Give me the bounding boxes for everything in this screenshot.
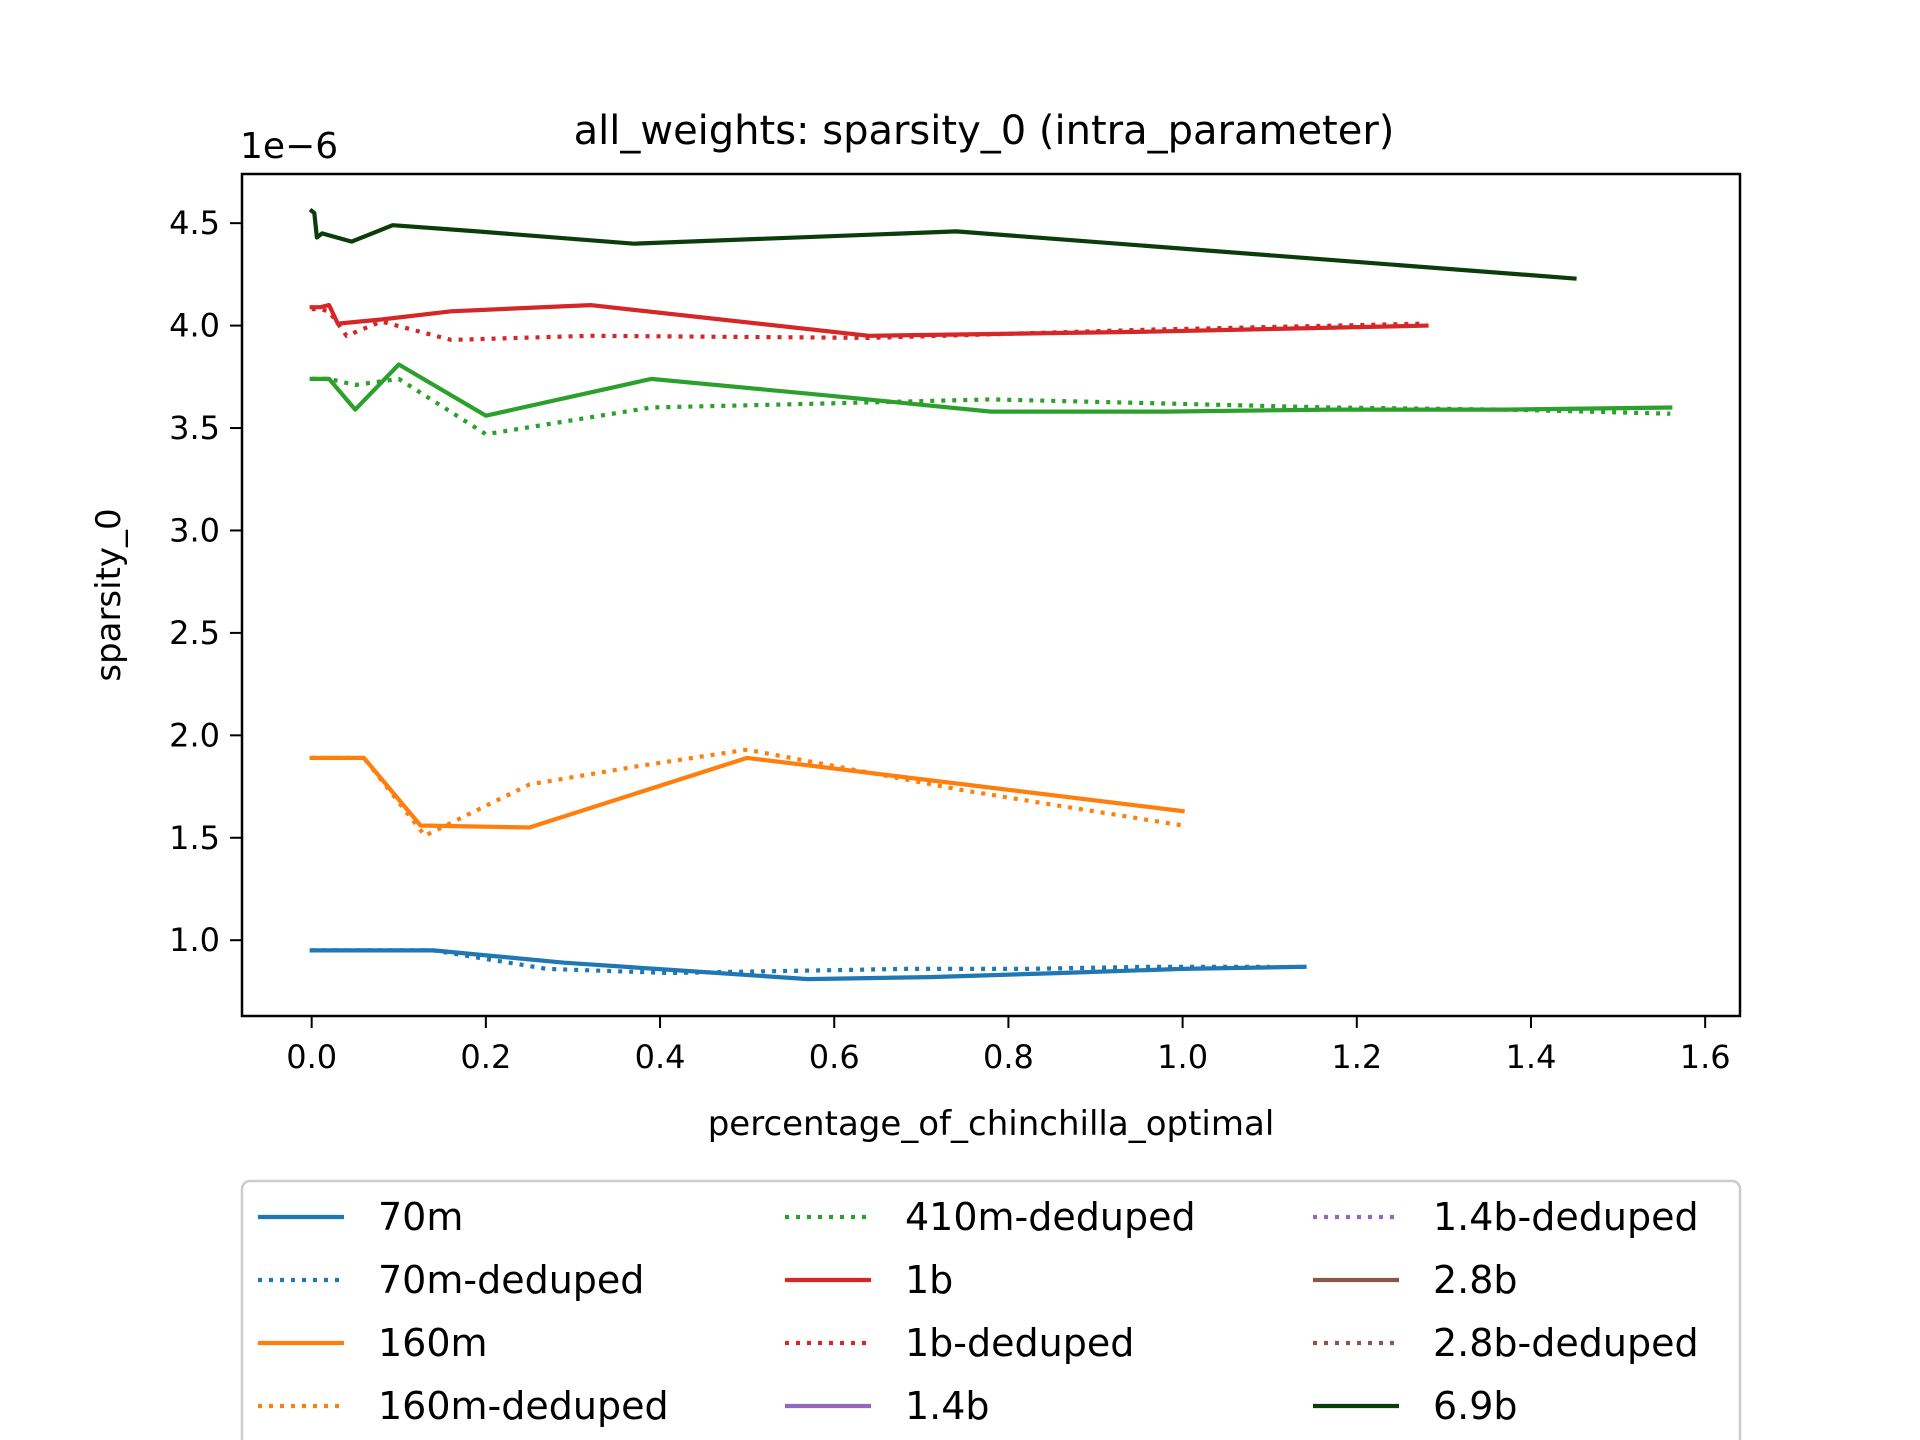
- legend-label-160m-deduped: 160m-deduped: [378, 1384, 669, 1428]
- x-axis: 0.0 0.2 0.4 0.6 0.8 1.0 1.2 1.4 1.6: [286, 1016, 1731, 1076]
- series-line-70m: [309, 948, 1307, 982]
- legend-label-6-9b: 6.9b: [1433, 1384, 1518, 1428]
- x-tick-label: 1.6: [1680, 1038, 1731, 1076]
- legend-label-2-8b: 2.8b: [1433, 1258, 1518, 1302]
- x-tick-label: 1.0: [1157, 1038, 1208, 1076]
- y-tick-label: 1.5: [169, 819, 220, 857]
- y-offset-label: 1e−6: [240, 126, 338, 167]
- y-axis-label: sparsity_0: [89, 508, 129, 681]
- x-tick-label: 1.4: [1506, 1038, 1557, 1076]
- y-tick-label: 4.5: [169, 204, 220, 242]
- series-line-410m-deduped: [311, 376, 1671, 437]
- legend-label-1b: 1b: [905, 1258, 953, 1302]
- legend-label-410m-deduped: 410m-deduped: [905, 1195, 1196, 1239]
- y-tick-label: 2.0: [169, 716, 220, 754]
- chart-title: all_weights: sparsity_0 (intra_parameter…: [574, 108, 1395, 154]
- y-tick-label: 3.5: [169, 409, 220, 447]
- x-tick-label: 0.4: [635, 1038, 686, 1076]
- legend-label-1-4b: 1.4b: [905, 1384, 990, 1428]
- series-line-160m-deduped: [311, 747, 1183, 838]
- x-axis-label: percentage_of_chinchilla_optimal: [708, 1104, 1275, 1144]
- x-tick-label: 0.2: [460, 1038, 511, 1076]
- y-tick-label: 2.5: [169, 614, 220, 652]
- legend-label-1b-deduped: 1b-deduped: [905, 1321, 1134, 1365]
- legend-frame: [240, 1179, 1742, 1440]
- legend-label-1-4b-deduped: 1.4b-deduped: [1433, 1195, 1699, 1239]
- x-tick-label: 0.0: [286, 1038, 337, 1076]
- x-tick-label: 0.6: [809, 1038, 860, 1076]
- y-axis: 1.0 1.5 2.0 2.5 3.0 3.5 4.0 4.5: [169, 204, 242, 959]
- legend: 70m 70m-deduped 160m 160m-deduped 410m-dedup…: [240, 1179, 1742, 1440]
- x-tick-label: 0.8: [983, 1038, 1034, 1076]
- plot-lines: [308, 207, 1673, 982]
- series-line-6-9b: [308, 207, 1577, 281]
- series-line-1b-deduped: [311, 307, 1427, 342]
- series-line-160m: [309, 755, 1185, 830]
- y-tick-label: 4.0: [169, 307, 220, 345]
- y-tick-label: 1.0: [169, 921, 220, 959]
- legend-label-70m: 70m: [378, 1195, 463, 1239]
- plot-frame: [240, 172, 1742, 1018]
- x-tick-label: 1.2: [1331, 1038, 1382, 1076]
- legend-label-160m: 160m: [378, 1321, 488, 1365]
- series-line-1b: [309, 303, 1429, 338]
- y-tick-label: 3.0: [169, 511, 220, 549]
- legend-label-2-8b-deduped: 2.8b-deduped: [1433, 1321, 1699, 1365]
- legend-label-70m-deduped: 70m-deduped: [378, 1258, 644, 1302]
- series-line-410m: [309, 362, 1673, 418]
- series-line-70m-deduped: [311, 948, 1270, 976]
